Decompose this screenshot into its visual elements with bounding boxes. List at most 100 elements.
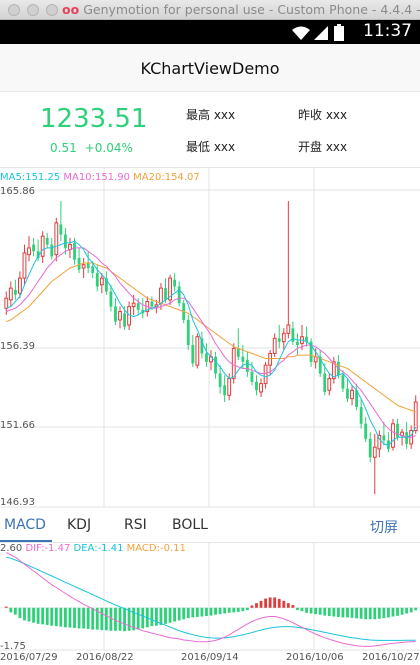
- candle-body: [131, 302, 136, 308]
- ma5-line: [6, 240, 417, 447]
- change-percent: +0.04%: [84, 141, 133, 155]
- macd-histogram-bar: [227, 607, 231, 613]
- candle-body: [118, 311, 122, 321]
- status-time: 11:37: [363, 21, 412, 41]
- macd-histogram-bar: [132, 607, 136, 631]
- macd-histogram-bar: [154, 607, 158, 626]
- minimize-window-icon[interactable]: [27, 4, 39, 16]
- candle-body: [114, 306, 117, 322]
- candle-body: [382, 435, 386, 441]
- battery-icon: [334, 24, 344, 41]
- candle-body: [218, 373, 222, 387]
- candle-body: [405, 432, 409, 444]
- candle-body: [331, 361, 336, 380]
- macd-legend: 2.60 DIF:-1.47 DEA:-1.41 MACD:-0.11: [0, 543, 186, 554]
- candle-body: [372, 446, 377, 458]
- candle-body: [277, 338, 281, 342]
- candle-body: [104, 278, 108, 292]
- tab-boll[interactable]: BOLL: [172, 517, 208, 533]
- close-window-icon[interactable]: [8, 4, 20, 16]
- candle-body: [350, 389, 354, 400]
- macd-histogram-bar: [364, 607, 368, 620]
- y-tick-label: 165.86: [0, 186, 35, 197]
- candle-body: [177, 286, 181, 304]
- candle-body: [245, 360, 249, 372]
- ma10-label: MA10:151.90: [63, 172, 130, 183]
- high-stat: 最高 xxx: [186, 108, 236, 122]
- tab-kdj[interactable]: KDJ: [67, 517, 92, 533]
- macd-histogram-bar: [191, 607, 195, 618]
- candle-body: [318, 356, 322, 374]
- macd-histogram-bar: [341, 607, 345, 618]
- macd-histogram-bar: [73, 607, 76, 628]
- macd-histogram-bar: [182, 607, 186, 620]
- candle-body: [32, 244, 35, 252]
- candle-body: [22, 252, 27, 279]
- maximize-window-icon[interactable]: [46, 4, 58, 16]
- tab-macd[interactable]: MACD: [4, 517, 46, 533]
- last-price: 1233.51: [40, 104, 148, 134]
- macd-histogram-bar: [309, 607, 313, 614]
- macd-histogram-bar: [214, 607, 217, 615]
- candle-body: [109, 291, 113, 307]
- macd-histogram-bar: [136, 607, 140, 630]
- macd-histogram-bar: [318, 607, 322, 615]
- candle-body: [359, 407, 363, 424]
- macd-histogram-bar: [18, 607, 22, 619]
- candle-body: [159, 287, 163, 304]
- candle-body: [236, 348, 240, 357]
- candle-body: [214, 356, 217, 374]
- macd-histogram-bar: [291, 605, 295, 608]
- candle-body: [391, 423, 395, 448]
- candle-body: [95, 273, 99, 287]
- change-value: 0.51: [50, 141, 77, 155]
- x-tick-label: 2016/07/29: [0, 652, 58, 663]
- macd-histogram-bar: [373, 607, 377, 620]
- x-tick-label: 2016/10/27: [362, 652, 420, 663]
- macd-histogram-bar: [91, 607, 95, 630]
- macd-histogram-bar: [346, 607, 349, 618]
- candle-body: [296, 341, 299, 346]
- candle-body: [250, 371, 254, 382]
- candle-body: [191, 345, 195, 364]
- macd-ymax-label: 2.60: [0, 543, 23, 554]
- x-tick-label: 2016/10/06: [286, 652, 344, 663]
- macd-histogram-bar: [68, 607, 72, 628]
- macd-histogram-bar: [177, 607, 181, 621]
- macd-histogram-bar: [82, 607, 86, 629]
- macd-label: MACD:-0.11: [126, 543, 186, 554]
- candle-body: [309, 341, 313, 362]
- dea-line: [6, 556, 416, 641]
- candle-body: [123, 313, 126, 327]
- candle-body: [231, 347, 236, 380]
- candle-body: [346, 388, 349, 399]
- macd-histogram-bar: [164, 607, 167, 624]
- tab-rsi[interactable]: RSI: [124, 517, 147, 533]
- low-stat: 最低 xxx: [186, 140, 236, 154]
- candle-body: [291, 328, 295, 342]
- macd-histogram-bar: [64, 607, 67, 628]
- candle-body: [227, 378, 232, 396]
- macd-histogram-bar: [241, 607, 245, 612]
- candle-body: [281, 332, 286, 343]
- candle-body: [77, 257, 81, 270]
- prev-close-stat: 昨收 xxx: [298, 108, 348, 122]
- candle-body: [50, 244, 54, 257]
- macd-histogram-bar: [41, 607, 45, 625]
- candle-body: [73, 242, 76, 260]
- macd-histogram-bar: [4, 606, 8, 608]
- macd-histogram-bar: [77, 607, 81, 629]
- macd-histogram-bar: [232, 607, 236, 613]
- candle-body: [268, 352, 273, 366]
- candle-body: [99, 277, 104, 286]
- candle-body: [377, 434, 382, 450]
- macd-histogram-bar: [336, 607, 340, 617]
- candle-body: [136, 303, 140, 310]
- candle-body: [195, 336, 200, 366]
- kline-chart[interactable]: [0, 168, 420, 665]
- candle-body: [355, 390, 358, 408]
- switch-screen-button[interactable]: 切屏: [370, 520, 398, 536]
- active-tab-indicator: [0, 540, 52, 542]
- macd-histogram-bar: [259, 600, 263, 608]
- macd-histogram-bar: [86, 607, 90, 629]
